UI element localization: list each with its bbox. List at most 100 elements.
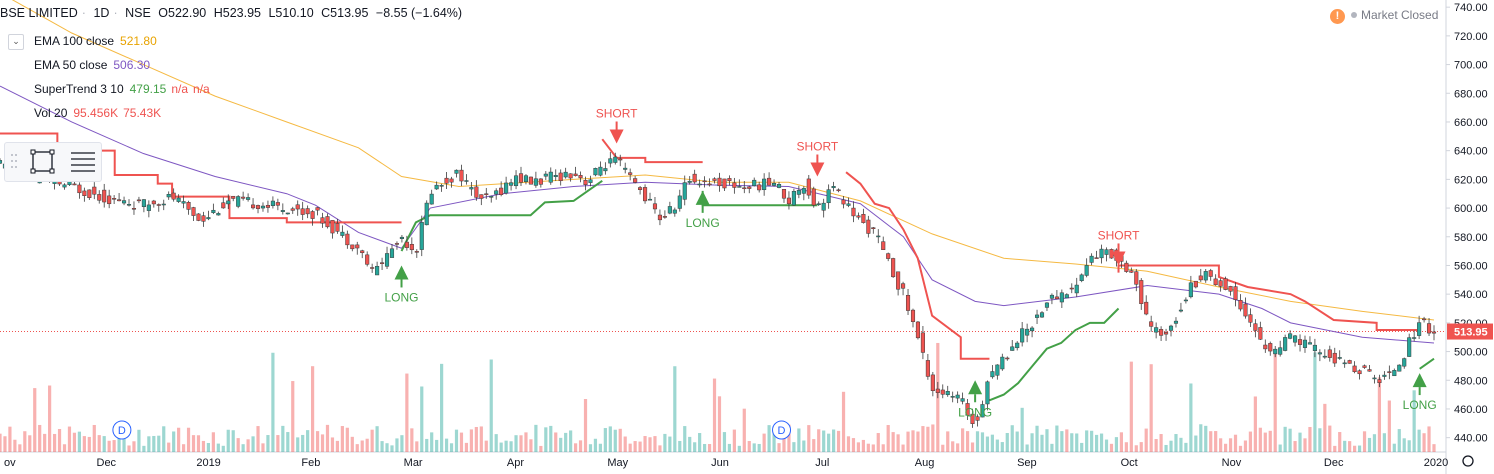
- volume-bar: [1397, 429, 1401, 452]
- y-tick-label: 580.00: [1454, 232, 1488, 244]
- indicator-value: 75.43K: [123, 106, 162, 120]
- volume-bar: [658, 445, 662, 452]
- indicator-row[interactable]: EMA 50 close 506.30: [34, 58, 155, 72]
- candle-body: [1332, 352, 1337, 364]
- volume-bar: [921, 426, 925, 452]
- short-signal-label: SHORT: [596, 106, 638, 120]
- indicator-row[interactable]: SuperTrend 3 10 479.15 n/a n/a: [34, 82, 215, 96]
- candle-body: [578, 175, 583, 179]
- volume-bar: [1124, 442, 1128, 452]
- volume-bar: [1080, 442, 1084, 452]
- volume-bar: [444, 438, 449, 452]
- candle-body: [613, 156, 618, 163]
- volume-bar: [1298, 432, 1302, 452]
- candle-body: [196, 213, 201, 221]
- candle-body: [682, 182, 687, 200]
- volume-bar: [1392, 443, 1396, 452]
- grip-icon[interactable]: [11, 154, 17, 168]
- volume-bar: [415, 441, 419, 452]
- candle-body: [102, 189, 107, 203]
- volume-bar: [122, 429, 126, 452]
- interval[interactable]: 1D: [93, 6, 110, 20]
- buy-arrow-icon: [968, 380, 983, 395]
- volume-bar: [802, 440, 806, 452]
- candle-body: [375, 265, 380, 276]
- candle-body: [915, 321, 921, 339]
- candle-body: [479, 194, 484, 199]
- candle-body: [499, 187, 504, 196]
- volume-bar: [72, 432, 77, 452]
- volume-bar: [1000, 442, 1004, 452]
- candle-body: [295, 204, 300, 210]
- y-tick-label: 540.00: [1454, 289, 1488, 301]
- volume-bar: [1179, 437, 1183, 452]
- candle-body: [97, 194, 102, 201]
- volume-bar: [1139, 442, 1143, 452]
- candle-body: [350, 244, 355, 250]
- y-tick-label: 740.00: [1454, 2, 1488, 14]
- collapse-toggle-icon[interactable]: ⌄: [8, 34, 24, 50]
- volume-bar: [593, 438, 598, 452]
- candle-body: [1407, 337, 1412, 357]
- candle-body: [1322, 355, 1327, 358]
- volume-bar: [162, 426, 166, 452]
- symbol-name[interactable]: BSE LIMITED: [0, 6, 78, 20]
- indicator-row[interactable]: Vol 20 95.456K 75.43K: [34, 106, 166, 120]
- candle-body: [970, 413, 975, 424]
- volume-bar: [1303, 438, 1307, 452]
- volume-bar: [727, 443, 732, 452]
- candle-body: [1228, 286, 1233, 292]
- candle-body: [434, 184, 439, 190]
- candle-body: [816, 203, 821, 205]
- candle-body: [1183, 299, 1188, 302]
- menu-lines-icon[interactable]: [71, 152, 95, 172]
- volume-bar: [370, 429, 374, 452]
- volume-bar: [827, 433, 831, 452]
- y-tick-label: 700.00: [1454, 60, 1488, 72]
- candle-body: [365, 254, 370, 265]
- volume-bar: [1427, 426, 1431, 452]
- ema50-line: [0, 85, 1435, 344]
- candle-body: [518, 173, 524, 183]
- volume-bar: [1343, 440, 1347, 452]
- status-dot-icon: [1351, 12, 1357, 18]
- volume-bar: [1367, 437, 1372, 452]
- volume-bar: [1070, 433, 1074, 452]
- supertrend-down-line: [845, 171, 990, 360]
- candle-body: [1084, 265, 1089, 276]
- candle-body: [980, 404, 985, 418]
- candle-body: [355, 244, 360, 249]
- toolbar-icons: [11, 149, 95, 174]
- candle-body: [781, 189, 787, 199]
- volume-bar: [1050, 443, 1054, 452]
- volume-bar: [449, 443, 454, 452]
- candle-body: [1248, 314, 1253, 323]
- volume-bar: [92, 424, 96, 452]
- volume-bar: [911, 430, 915, 452]
- candle-body: [633, 178, 638, 183]
- candle-body: [1302, 339, 1308, 348]
- dividend-marker-icon: [772, 420, 792, 440]
- volume-bar: [1357, 445, 1362, 452]
- candle-body: [1402, 358, 1407, 367]
- volume-bar: [330, 437, 335, 452]
- y-tick-label: 500.00: [1454, 347, 1488, 359]
- long-signal-label: LONG: [958, 405, 992, 419]
- long-signal-label: LONG: [1403, 398, 1437, 412]
- candle-body: [1079, 274, 1084, 281]
- candle-body: [161, 203, 166, 206]
- candle-body: [657, 214, 662, 221]
- short-signal-label: SHORT: [796, 139, 838, 153]
- candle-body: [216, 213, 221, 216]
- volume-bar: [836, 430, 841, 452]
- candle-body: [806, 178, 811, 196]
- candle-body: [1312, 344, 1317, 352]
- rectangle-tool-icon[interactable]: [30, 149, 55, 174]
- volume-bar: [276, 435, 280, 452]
- volume-bar: [787, 424, 791, 452]
- settings-gear-icon[interactable]: [1462, 455, 1474, 467]
- alert-icon[interactable]: !: [1330, 9, 1345, 24]
- candle-body: [573, 173, 578, 177]
- indicator-row[interactable]: EMA 100 close 521.80: [34, 34, 162, 48]
